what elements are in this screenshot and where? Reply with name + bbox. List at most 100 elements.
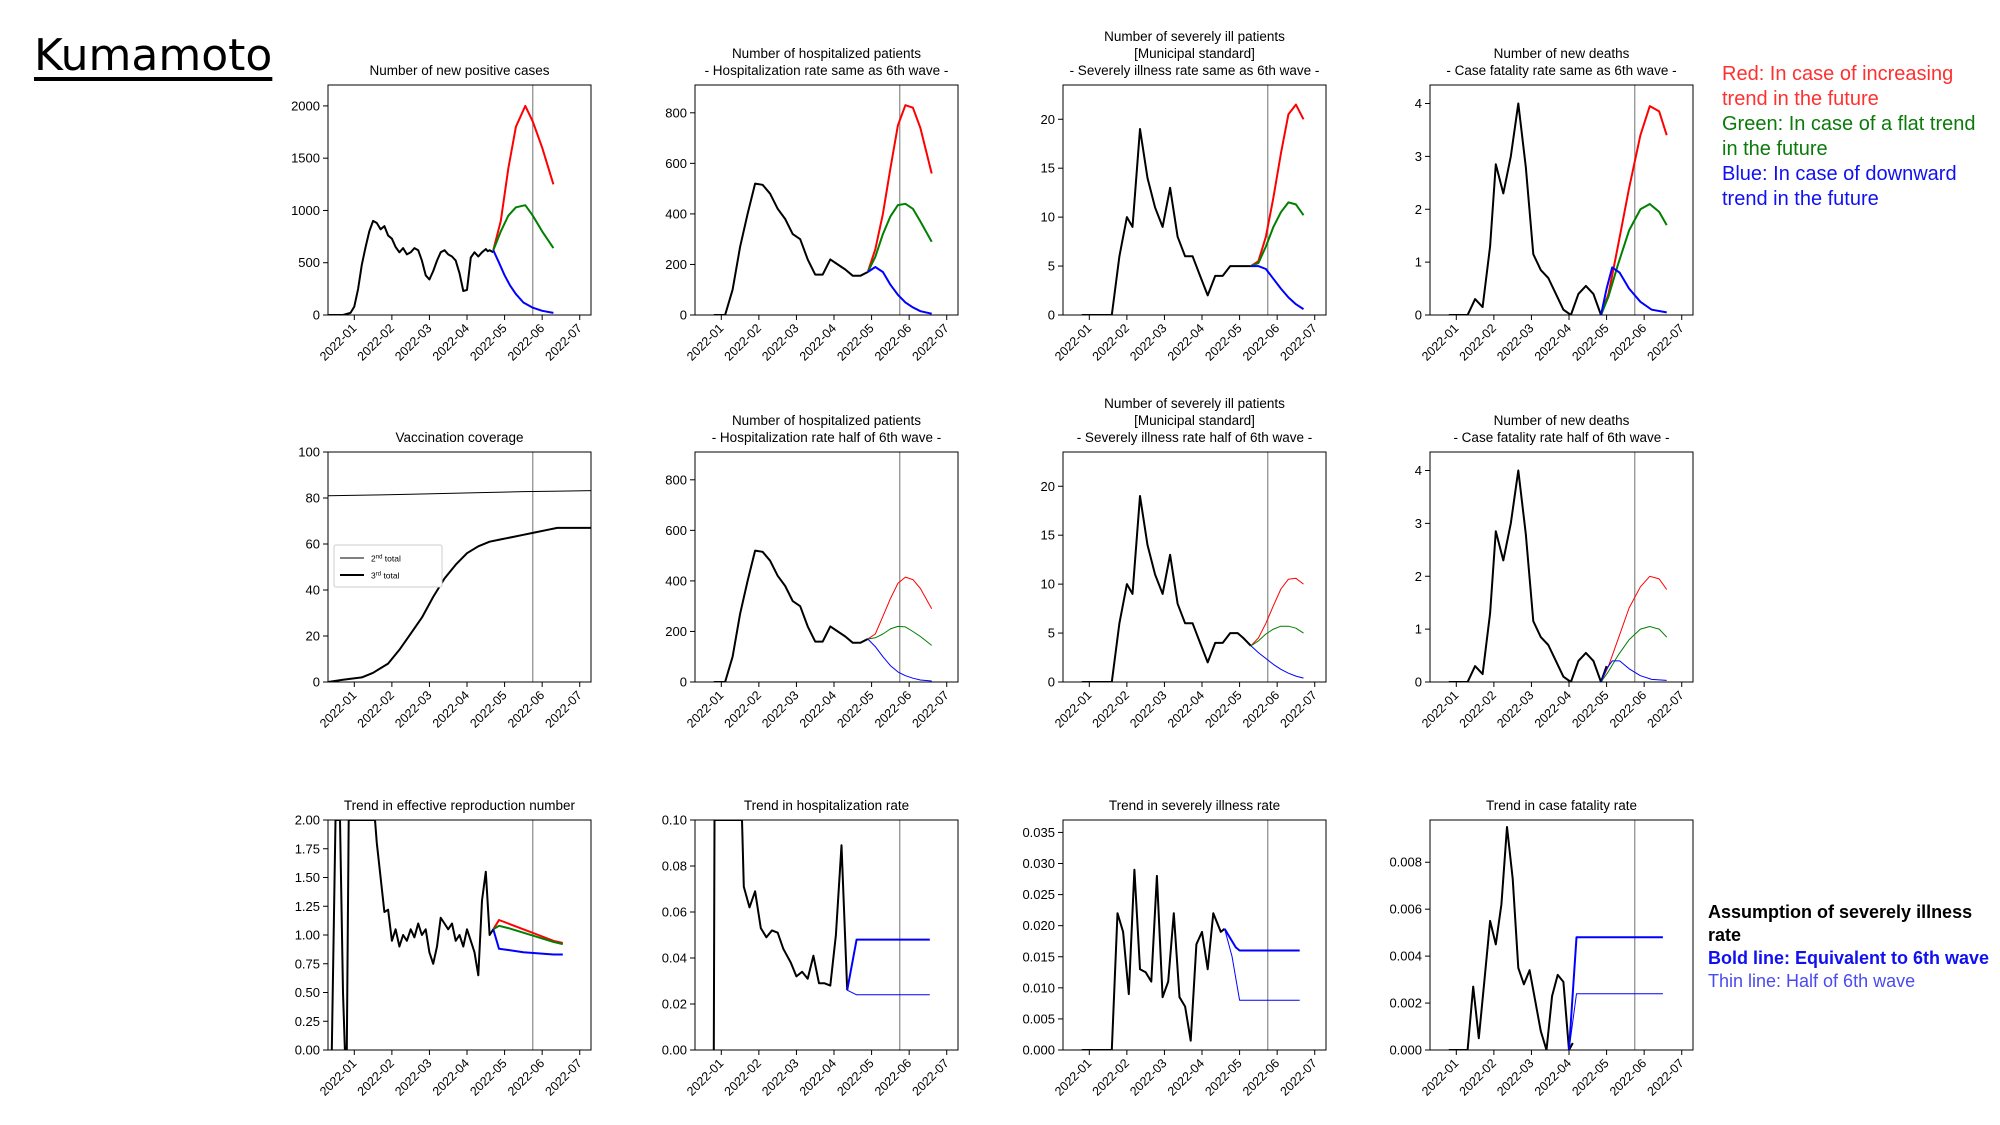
x-tick-label: 2022-07 <box>543 321 585 363</box>
x-tick-label: 2022-03 <box>759 321 801 363</box>
scenario-legend: Red: In case of increasing trend in the … <box>1722 62 1992 212</box>
series-line-blue <box>1224 928 1300 1001</box>
axes-frame <box>1429 819 1694 1051</box>
series-line-black <box>712 820 849 1050</box>
series-line-black <box>328 219 494 315</box>
chart-new-deaths-6th: Number of new deaths - Case fatality rate… <box>1415 46 1694 364</box>
y-tick-label: 0 <box>680 675 687 690</box>
x-tick-label: 2022-02 <box>355 688 397 730</box>
y-tick-label: 1 <box>1415 622 1422 637</box>
chart-title: Trend in case fatality rate <box>1486 798 1637 813</box>
series-line-black <box>713 182 869 315</box>
plot-area <box>1081 452 1304 682</box>
chart-title: - Hospitalization rate same as 6th wave … <box>705 63 949 78</box>
y-tick-label: 0.04 <box>662 951 687 966</box>
chart-vaccination-coverage: Vaccination coverage0204060801002022-012… <box>298 430 592 731</box>
y-tick-label: 20 <box>306 629 320 644</box>
chart-title: Number of severely ill patients <box>1104 396 1285 411</box>
x-tick-label: 2022-07 <box>1278 321 1320 363</box>
x-tick-label: 2022-05 <box>467 1056 509 1098</box>
x-tick-label: 2022-05 <box>1202 1056 1244 1098</box>
x-tick-label: 2022-02 <box>355 1056 397 1098</box>
x-tick-label: 2022-04 <box>430 321 472 363</box>
x-tick-label: 2022-06 <box>872 321 914 363</box>
x-tick-label: 2022-05 <box>1202 321 1244 363</box>
y-tick-label: 0.02 <box>662 997 687 1012</box>
plot-area <box>1448 820 1663 1050</box>
y-tick-label: 0.008 <box>1389 855 1422 870</box>
chart-title: Vaccination coverage <box>395 430 523 445</box>
y-tick-label: 0.000 <box>1022 1043 1055 1058</box>
series-line-green <box>866 202 933 273</box>
series-line-blue <box>1600 660 1667 682</box>
y-tick-label: 1.50 <box>295 870 320 885</box>
y-tick-label: 4 <box>1415 96 1422 111</box>
y-tick-label: 5 <box>1048 259 1055 274</box>
series-line-red <box>1250 103 1305 267</box>
y-tick-label: 1.75 <box>295 841 320 856</box>
x-tick-label: 2022-01 <box>1419 688 1461 730</box>
series-line-red <box>867 576 933 640</box>
series-line-blue <box>1600 266 1667 315</box>
series-line-red <box>1600 575 1668 682</box>
series-line-green <box>1600 626 1668 682</box>
axes-frame <box>1062 819 1327 1051</box>
series-line-blue <box>1250 265 1305 310</box>
y-tick-label: 20 <box>1041 112 1055 127</box>
series-line-black <box>328 490 591 497</box>
x-tick-label: 2022-01 <box>1052 688 1094 730</box>
y-tick-label: 400 <box>665 573 687 588</box>
x-tick-label: 2022-01 <box>317 688 359 730</box>
y-tick-label: 0.00 <box>295 1043 320 1058</box>
plot-area <box>328 452 591 682</box>
x-tick-label: 2022-06 <box>1607 688 1649 730</box>
series-line-green <box>492 204 555 251</box>
x-tick-label: 2022-06 <box>872 688 914 730</box>
x-tick-label: 2022-02 <box>1457 321 1499 363</box>
series-line-blue <box>1568 993 1663 1050</box>
x-tick-label: 2022-03 <box>1127 321 1169 363</box>
y-tick-label: 0.00 <box>662 1043 687 1058</box>
x-tick-label: 2022-03 <box>392 688 434 730</box>
y-tick-label: 20 <box>1041 479 1055 494</box>
y-tick-label: 0.000 <box>1389 1043 1422 1058</box>
x-tick-label: 2022-04 <box>1532 1056 1574 1098</box>
x-tick-label: 2022-02 <box>1090 688 1132 730</box>
chart-reproduction-number: Trend in effective reproduction number 0.… <box>295 798 592 1099</box>
x-tick-label: 2022-02 <box>1090 321 1132 363</box>
y-tick-label: 0.75 <box>295 956 320 971</box>
chart-new-deaths-half: Number of new deaths - Case fatality rate… <box>1415 413 1694 731</box>
y-tick-label: 0.002 <box>1389 996 1422 1011</box>
y-tick-label: 0 <box>1048 308 1055 323</box>
chart-title: Number of new deaths <box>1494 46 1630 61</box>
x-tick-label: 2022-04 <box>1165 321 1207 363</box>
x-tick-label: 2022-07 <box>1645 688 1687 730</box>
y-tick-label: 0 <box>680 308 687 323</box>
y-tick-label: 2 <box>1415 569 1422 584</box>
y-tick-label: 0.020 <box>1022 918 1055 933</box>
inset-legend <box>333 544 443 588</box>
y-tick-label: 0.50 <box>295 985 320 1000</box>
x-tick-label: 2022-03 <box>759 1056 801 1098</box>
x-tick-label: 2022-06 <box>1240 1056 1282 1098</box>
plot-area <box>1081 820 1300 1050</box>
chart-title: - Case fatality rate same as 6th wave - <box>1446 63 1676 78</box>
y-tick-label: 0.025 <box>1022 887 1055 902</box>
assumption-thin-line: Thin line: Half of 6th wave <box>1708 971 1916 991</box>
y-tick-label: 0 <box>1415 308 1422 323</box>
chart-hospitalization-rate: Trend in hospitalization rate 0.00 0.02 0.0… <box>662 798 959 1099</box>
x-tick-label: 2022-05 <box>467 688 509 730</box>
x-tick-label: 2022-05 <box>1569 1056 1611 1098</box>
axes-frame <box>1062 451 1327 683</box>
y-tick-label: 15 <box>1041 161 1055 176</box>
x-tick-label: 2022-06 <box>505 1056 547 1098</box>
y-tick-label: 0.035 <box>1022 825 1055 840</box>
x-tick-label: 2022-07 <box>543 1056 585 1098</box>
x-tick-label: 2022-03 <box>392 1056 434 1098</box>
plot-area <box>328 85 555 315</box>
series-line-blue <box>1223 928 1300 952</box>
x-tick-label: 2022-03 <box>392 321 434 363</box>
x-tick-label: 2022-03 <box>1127 688 1169 730</box>
chart-severe-6th: Number of severely ill patients [Municipa… <box>1041 29 1327 364</box>
y-tick-label: 0.004 <box>1389 949 1422 964</box>
